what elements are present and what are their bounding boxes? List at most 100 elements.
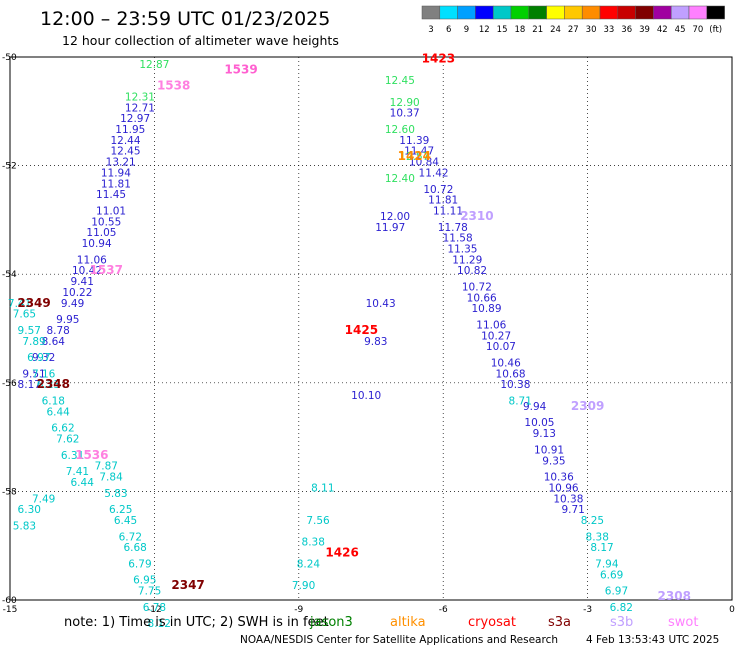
data-point-label: 6.62 [51, 423, 74, 435]
data-point-label: 10.72 [423, 184, 453, 196]
data-point-label: 10.37 [390, 108, 420, 120]
data-point-label: 6.82 [610, 602, 633, 614]
data-point-label: 9.13 [533, 428, 556, 440]
colorbar-swatch [439, 5, 458, 20]
colorbar-swatch [688, 5, 708, 20]
data-point-label: 9.94 [523, 401, 547, 413]
colorbar-label: 24 [550, 25, 561, 35]
data-point-label: 12.87 [139, 59, 169, 71]
colorbar-swatch [635, 5, 654, 20]
colorbar-swatch [492, 5, 512, 20]
data-point-label: 8.11 [311, 482, 334, 494]
data-point-label: 10.07 [486, 341, 516, 353]
data-point-label: 9.51 [22, 368, 45, 380]
data-point-label: 10.72 [462, 281, 492, 293]
data-point-label: 7.41 [8, 298, 31, 310]
time-labels: 1539 1538 1537 1536 2349 2348 2347 1423 1424 1425… [17, 51, 691, 603]
data-point-label: 12.97 [120, 113, 150, 125]
colorbar-swatch [706, 5, 725, 20]
colorbar-swatch [421, 5, 441, 20]
data-point-label: 11.11 [433, 205, 463, 217]
data-point-label: 10.82 [457, 265, 487, 277]
x-tick-label: -9 [294, 605, 303, 615]
data-point-label: 6.97 [27, 352, 50, 364]
colorbar-label: 21 [532, 25, 543, 35]
data-point-label: 12.57 [399, 151, 429, 163]
plot-frame [9, 56, 733, 601]
colorbar-label: 3 [428, 25, 433, 35]
colorbar-swatch [510, 5, 530, 20]
chart-title: 12:00 – 23:59 UTC 01/23/2025 [40, 8, 330, 30]
data-point-label: 6.44 [71, 477, 95, 489]
data-point-label: 8.71 [509, 396, 532, 408]
data-point-label: 12.40 [385, 173, 415, 185]
pass-time-label: 2309 [571, 399, 604, 413]
data-point-label: 12.31 [125, 91, 155, 103]
legend-item-jason3: jason3 [309, 615, 353, 630]
data-point-label: 11.39 [399, 135, 429, 147]
footer-credit: NOAA/NESDIS Center for Satellite Applica… [240, 634, 558, 646]
colorbar-label: 36 [621, 25, 632, 35]
colorbar-label: 39 [639, 25, 650, 35]
data-point-label: 8.17 [18, 379, 41, 391]
data-point-label: 7.75 [138, 586, 161, 598]
data-point-label: 12.60 [385, 124, 415, 136]
data-point-label: 12.44 [110, 135, 140, 147]
colorbar-swatch [617, 5, 636, 20]
data-point-label: 7.90 [292, 580, 315, 592]
data-point-label: 8.17 [590, 542, 613, 554]
data-point-label: 7.62 [56, 434, 79, 446]
axis-ticks: -15 -12 -9 -6 -3 0 -50 -52 -54 -56 -58 -60 [2, 53, 735, 615]
colorbar-swatch [653, 5, 672, 20]
colorbar-swatch [528, 5, 547, 20]
pass-time-label: 2348 [37, 377, 70, 391]
data-point-label: 11.47 [404, 146, 434, 158]
data-point-label: 9.41 [71, 276, 94, 288]
data-point-label: 7.87 [95, 461, 118, 473]
data-point-label: 10.89 [471, 303, 501, 315]
data-point-label: 11.94 [101, 167, 131, 179]
colorbar-swatch [564, 5, 583, 20]
pass-time-label: 1425 [345, 323, 378, 337]
data-point-label: 5.83 [13, 520, 36, 532]
y-tick-label: -52 [2, 162, 17, 172]
data-point-label: 6.45 [114, 515, 137, 527]
legend-note: note: 1) Time is in UTC; 2) SWH is in fe… [64, 615, 329, 630]
data-point-label: 10.66 [467, 292, 497, 304]
data-point-label: 11.45 [96, 189, 126, 201]
data-point-label: 6.69 [600, 569, 623, 581]
data-point-label: 10.27 [481, 330, 511, 342]
legend-item-cryosat: cryosat [468, 615, 516, 630]
data-point-label: 12.00 [380, 211, 410, 223]
colorbar-swatch [546, 5, 565, 20]
data-point-label: 6.31 [61, 450, 84, 462]
x-tick-label: 0 [729, 605, 735, 615]
data-point-label: 7.16 [32, 368, 56, 380]
data-point-label: 10.91 [534, 444, 564, 456]
data-point-label: 11.01 [96, 205, 126, 217]
data-point-label: 10.38 [553, 493, 583, 505]
data-point-label: 6.30 [18, 504, 41, 516]
y-tick-label: -56 [2, 379, 17, 389]
data-point-label: 10.22 [62, 287, 92, 299]
data-point-label: 6.95 [133, 575, 156, 587]
data-point-label: 9.83 [364, 336, 387, 348]
colorbar-label: 42 [657, 25, 668, 35]
data-point-label: 8.64 [42, 336, 66, 348]
data-point-label: 8.38 [302, 537, 325, 549]
colorbar-label: 70 [692, 25, 703, 35]
pass-time-label: 1536 [75, 448, 108, 462]
data-point-label: 10.10 [351, 390, 381, 402]
data-point-label: 7.89 [22, 336, 45, 348]
pass-time-label: 1537 [90, 263, 123, 277]
data-point-label: 6.78 [143, 602, 166, 614]
legend-item-s3a: s3a [548, 615, 571, 630]
data-point-label: 9.95 [56, 314, 79, 326]
data-point-label: 10.84 [409, 157, 439, 169]
data-point-label: 7.56 [306, 515, 330, 527]
data-point-label: 12.71 [125, 102, 155, 114]
y-tick-label: -60 [2, 596, 17, 606]
data-point-label: 11.42 [419, 167, 449, 179]
data-point-label: 7.41 [66, 466, 89, 478]
